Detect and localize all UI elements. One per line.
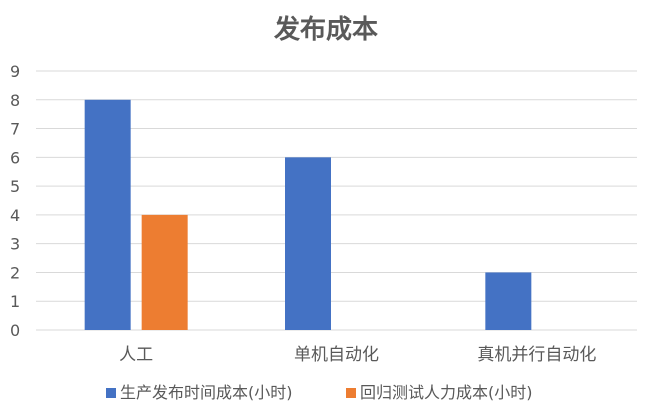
y-tick-label: 3 <box>10 235 20 254</box>
bar-release-time-1 <box>285 157 331 330</box>
y-tick-label: 8 <box>10 91 20 110</box>
x-category-label: 人工 <box>119 345 153 365</box>
y-axis-ticks: 0 1 2 3 4 5 6 7 8 9 <box>10 62 20 340</box>
chart-title: 发布成本 <box>273 14 378 45</box>
x-category-label: 单机自动化 <box>294 345 379 365</box>
y-tick-label: 6 <box>10 148 20 167</box>
bar-regression-test-0 <box>141 214 188 330</box>
legend-swatch <box>106 388 116 398</box>
y-tick-label: 5 <box>10 177 20 196</box>
legend-label: 回归测试人力成本(小时) <box>360 383 533 402</box>
y-tick-label: 0 <box>10 321 20 340</box>
gridlines <box>36 70 637 331</box>
y-tick-label: 7 <box>10 120 20 139</box>
x-axis-categories: 人工 单机自动化 真机并行自动化 <box>119 345 596 365</box>
legend-swatch <box>346 388 356 398</box>
legend: 生产发布时间成本(小时) 回归测试人力成本(小时) <box>106 383 533 402</box>
y-tick-label: 1 <box>10 292 20 311</box>
bar-release-time-2 <box>485 272 532 330</box>
y-tick-label: 9 <box>10 62 20 81</box>
y-tick-label: 2 <box>10 263 20 282</box>
legend-label: 生产发布时间成本(小时) <box>120 383 293 402</box>
bar-release-time-0 <box>84 99 131 331</box>
bars <box>84 99 532 331</box>
x-category-label: 真机并行自动化 <box>477 345 596 365</box>
y-tick-label: 4 <box>10 206 20 225</box>
